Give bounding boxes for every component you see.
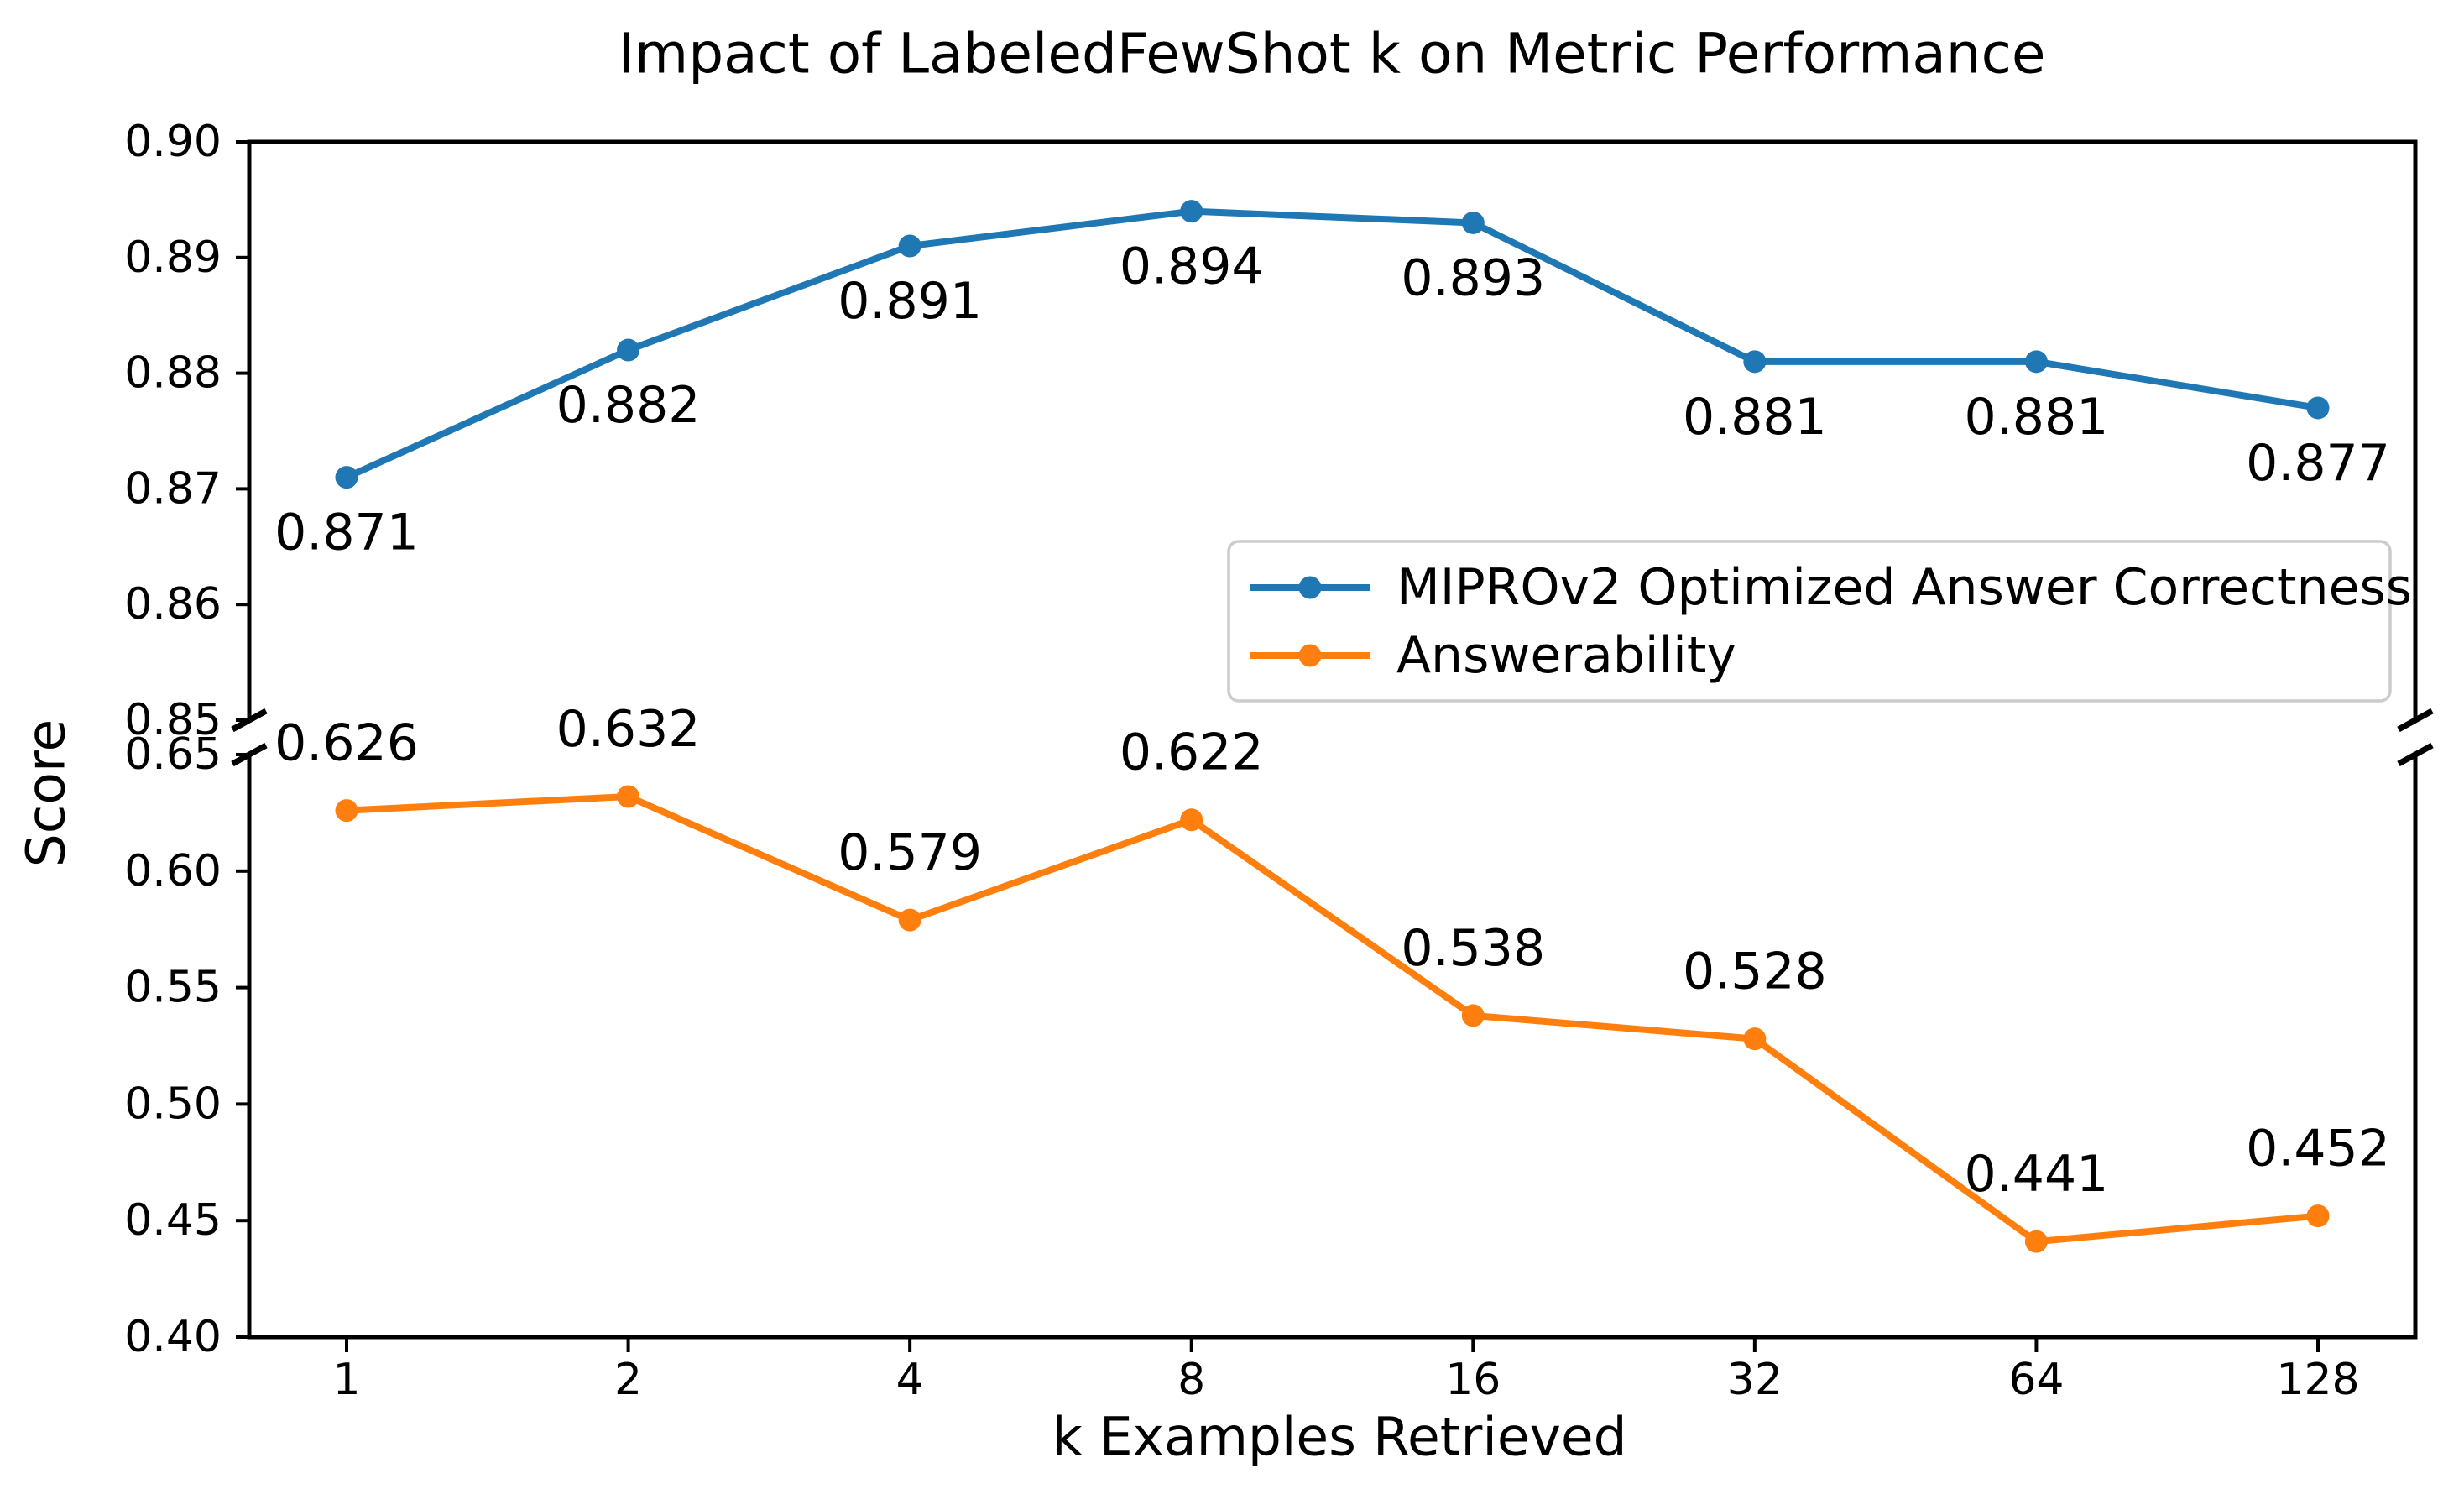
data-point-marker [1743,350,1767,374]
value-label: 0.881 [1965,388,2109,447]
value-label: 0.626 [274,714,419,773]
x-tick-label: 8 [1177,1355,1205,1405]
axes-spines [247,139,2418,1340]
data-point-marker [617,785,640,808]
x-tick-label: 64 [2008,1355,2064,1405]
data-point-marker [335,466,358,489]
data-point-marker [617,338,640,362]
value-label: 0.877 [2246,434,2390,493]
value-label: 0.882 [556,376,701,435]
legend-entry-label: Answerability [1396,626,1736,685]
value-label: 0.538 [1401,919,1545,978]
legend-entry-label: MIPROv2 Optimized Answer Correctness [1396,558,2412,617]
legend-frame [1227,540,2392,703]
data-point-marker [1461,1004,1485,1027]
value-label: 0.441 [1965,1145,2109,1204]
value-label: 0.579 [838,823,982,882]
data-point-marker [2306,1204,2330,1228]
y-tick-label: 0.87 [124,463,222,514]
x-tick-label: 1 [332,1355,360,1405]
y-tick-label: 0.85 [124,695,222,745]
y-axis-label: Score [16,719,77,867]
data-point-marker [1461,211,1485,234]
x-ticks: 1 2 4 8 16 32 64 128 [332,1337,2360,1405]
data-point-marker [2024,350,2048,374]
y-tick-label: 0.90 [124,117,222,167]
top-subplot-spine [247,139,2418,720]
series-line [346,792,2319,1246]
y-tick-label: 0.40 [124,1312,222,1362]
x-tick-label: 4 [896,1355,924,1405]
data-value-labels: 0.871 0.882 0.891 0.894 0.893 0.881 0.881 0.877… [274,238,2390,1204]
y-tick-label: 0.55 [124,963,222,1013]
x-tick-label: 2 [614,1355,642,1405]
value-label: 0.881 [1683,388,1827,447]
value-label: 0.632 [556,700,701,759]
data-point-marker [898,908,921,932]
series-lines [335,200,2330,1253]
y-ticks-bottom: 0.65 0.60 0.55 0.50 0.45 0.40 [124,729,249,1362]
value-label: 0.894 [1120,238,1264,296]
chart-title: Impact of LabeledFewShot k on Metric Per… [618,22,2045,86]
series-line [345,207,2319,481]
y-tick-label: 0.50 [124,1079,222,1129]
data-point-marker [335,799,358,823]
value-label: 0.893 [1401,248,1545,307]
y-tick-label: 0.60 [124,846,222,896]
x-tick-label: 16 [1445,1355,1501,1405]
y-tick-label: 0.45 [124,1195,222,1246]
x-axis-label: k Examples Retrieved [1052,1407,1626,1468]
value-label: 0.891 [838,272,982,331]
legend-swatch-marker [1298,644,1322,667]
data-point-marker [1180,808,1203,832]
y-tick-label: 0.89 [124,233,222,283]
value-label: 0.871 [274,504,419,562]
legend-swatch-marker [1298,576,1322,599]
y-tick-label: 0.88 [124,348,222,399]
y-ticks-top: 0.90 0.89 0.88 0.87 0.86 0.85 [124,117,249,745]
value-label: 0.452 [2246,1120,2390,1178]
bottom-subplot-spine [247,755,2418,1340]
data-point-marker [898,234,921,258]
legend-box: MIPROv2 Optimized Answer Correctness Answ… [1227,540,2412,703]
x-tick-label: 128 [2276,1355,2359,1405]
x-tick-label: 32 [1727,1355,1783,1405]
data-point-marker [2306,396,2330,420]
axis-break-mark [2397,742,2434,767]
axis-break-mark [2397,708,2434,733]
data-point-marker [2024,1230,2048,1253]
value-label: 0.622 [1120,724,1264,782]
y-tick-label: 0.86 [124,579,222,630]
data-point-marker [1180,200,1203,223]
data-point-marker [1743,1027,1767,1051]
value-label: 0.528 [1683,943,1827,1001]
y-tick-label: 0.65 [124,729,222,780]
